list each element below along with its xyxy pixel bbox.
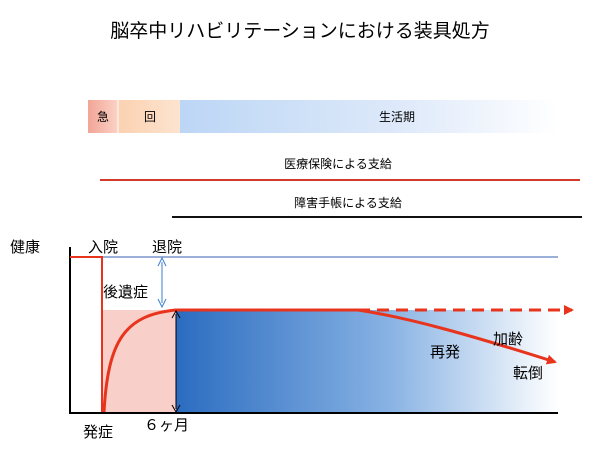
- chronic-phase-fill: [176, 310, 558, 412]
- phase-life-band: [180, 100, 558, 133]
- phase-acute-label: 急: [97, 109, 109, 124]
- acute-phase-fill: [102, 310, 176, 412]
- six-month-marker-head-top: [171, 309, 181, 319]
- y-axis-label: 健康: [10, 238, 40, 256]
- phase-recovery-label: 回: [144, 110, 156, 124]
- fall-label: 転倒: [513, 364, 543, 382]
- phase-life-label: 生活期: [379, 110, 415, 124]
- aging-label: 加齢: [493, 330, 523, 348]
- health-curve-pre-onset: [70, 256, 103, 412]
- six-month-marker-head-bottom: [171, 404, 181, 414]
- phase-recovery-band: [118, 100, 180, 133]
- recurrence-label: 再発: [430, 343, 460, 361]
- page-title: 脳卒中リハビリテーションにおける装具処方: [110, 20, 490, 42]
- onset-label: 発症: [83, 423, 113, 441]
- sequelae-gap-arrow-head-bottom: [157, 298, 167, 309]
- disability-handbook-label: 障害手帳による支給: [294, 195, 402, 210]
- admission-label: 入院: [88, 238, 118, 256]
- phase-bar: 急 回 生活期: [88, 100, 558, 133]
- phase-acute-band: [88, 100, 118, 133]
- six-months-label: ６ヶ月: [144, 416, 189, 434]
- discharge-label: 退院: [152, 238, 182, 256]
- medical-insurance-coverage: 医療保険による支給: [100, 157, 580, 185]
- medical-insurance-label: 医療保険による支給: [284, 157, 392, 171]
- sequelae-label: 後遺症: [103, 283, 148, 301]
- health-graph: [69, 247, 574, 414]
- sequelae-gap-arrow-head-top: [157, 256, 167, 267]
- disability-handbook-coverage: 障害手帳による支給: [172, 195, 582, 223]
